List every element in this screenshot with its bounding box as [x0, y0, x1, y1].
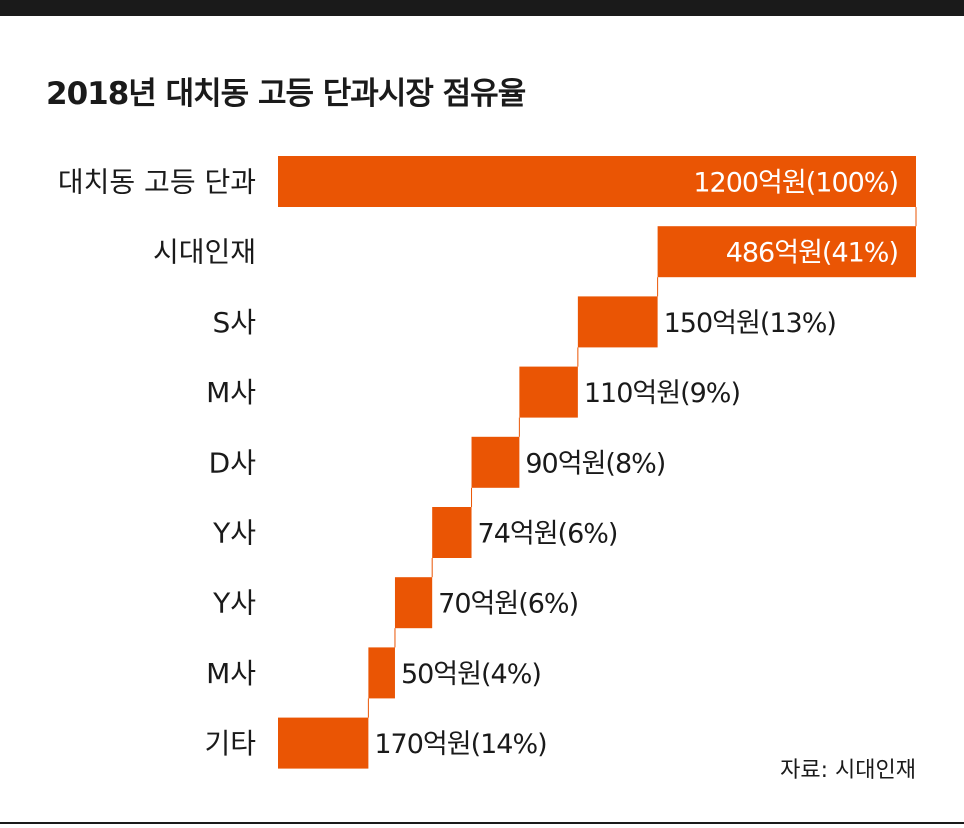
- category-label: D사: [209, 446, 256, 479]
- data-label: 1200억원(100%): [693, 168, 898, 199]
- category-label: 기타: [204, 727, 256, 760]
- source-note: 자료: 시대인재: [780, 758, 916, 783]
- data-label: 150억원(13%): [664, 308, 836, 339]
- bar: [432, 507, 472, 558]
- data-label: 486억원(41%): [726, 238, 898, 269]
- bar: [519, 366, 578, 418]
- top-rule: [0, 0, 964, 16]
- data-label: 70억원(6%): [438, 589, 578, 620]
- bar: [278, 156, 916, 207]
- data-label: 110억원(9%): [584, 378, 740, 409]
- category-label: Y사: [212, 517, 256, 550]
- chart-title: 2018년 대치동 고등 단과시장 점유율: [46, 76, 526, 112]
- category-label: S사: [212, 306, 256, 339]
- data-label: 170억원(14%): [374, 729, 546, 760]
- bar: [657, 226, 916, 278]
- data-label: 74억원(6%): [478, 519, 618, 550]
- bar: [278, 717, 369, 769]
- data-label: 90억원(8%): [525, 448, 665, 479]
- bar: [577, 296, 658, 348]
- data-label: 50억원(4%): [401, 659, 541, 690]
- category-label: M사: [206, 657, 256, 690]
- bar: [394, 577, 433, 629]
- category-label: M사: [206, 376, 256, 409]
- bar: [471, 436, 520, 488]
- category-label: 대치동 고등 단과: [58, 166, 256, 199]
- category-label: 시대인재: [153, 236, 256, 269]
- category-label: Y사: [212, 587, 256, 620]
- bottom-rule: [0, 822, 964, 824]
- bar: [368, 647, 395, 699]
